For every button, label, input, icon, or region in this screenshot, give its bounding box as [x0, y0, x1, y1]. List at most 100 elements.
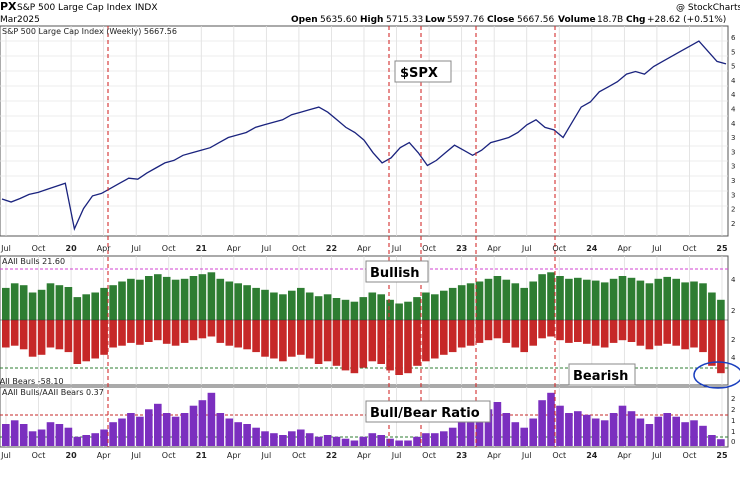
bears-extreme-highlight	[693, 361, 740, 389]
bull-bar	[100, 287, 108, 320]
price-x-tick: 24	[586, 244, 598, 253]
bull-bar	[2, 287, 10, 320]
ratio-bar	[386, 438, 394, 446]
bull-bar	[359, 297, 368, 320]
price-x-tick: 21	[196, 244, 208, 253]
bear-bar	[2, 320, 10, 348]
bear-bar	[64, 320, 73, 353]
chart-header: PX S&P 500 Large Cap Index INDX Mar2025 …	[0, 0, 740, 25]
ratio-bar	[663, 413, 671, 446]
ratio-bar	[189, 405, 198, 446]
bull-bar	[261, 289, 269, 321]
price-x-tick: Oct	[683, 244, 697, 253]
price-x-tick: 25	[716, 244, 728, 253]
right-y-axes: 6 5 5 4 4 4 4 3 3 3 3 3 2 2 4 2 2 4 2 2 1 1 0	[731, 34, 736, 446]
ratio-x-tick: Jul	[651, 451, 662, 460]
price-y-tick: 3	[731, 148, 735, 156]
ratio-bar	[279, 435, 287, 446]
price-x-tick: Oct	[32, 244, 46, 253]
ratio-bar	[708, 435, 716, 446]
ratio-bar	[323, 435, 332, 446]
bull-bar	[466, 283, 475, 320]
bull-bar	[341, 299, 350, 320]
bear-bar	[484, 320, 493, 341]
bear-bar	[350, 320, 359, 374]
sentiment-y-tick: 4	[731, 276, 736, 284]
bear-bar	[448, 320, 457, 353]
ratio-x-tick: Jul	[521, 451, 532, 460]
bear-bar	[618, 320, 627, 341]
bull-bar	[609, 278, 618, 321]
ratio-bar	[225, 418, 234, 446]
bear-bar	[466, 320, 475, 346]
ratio-bar	[46, 422, 55, 446]
price-x-tick: Oct	[552, 244, 566, 253]
ratio-bar	[19, 424, 28, 446]
bull-bar	[171, 279, 180, 320]
sentiment-y-tick: 2	[731, 307, 735, 315]
bear-bar	[404, 320, 412, 374]
bear-bar	[574, 320, 582, 342]
bull-bar	[162, 276, 171, 320]
ratio-x-tick: Oct	[162, 451, 176, 460]
ratio-bar	[609, 413, 618, 446]
ratio-x-tick: Oct	[552, 451, 566, 460]
bear-bar	[314, 320, 323, 364]
ratio-bar	[600, 420, 609, 446]
ratio-bar	[162, 413, 171, 446]
bull-bar	[395, 303, 403, 320]
ratio-bar	[314, 436, 323, 446]
bull-bar	[145, 276, 153, 320]
ratio-bar	[297, 429, 305, 446]
bear-bar	[395, 320, 403, 375]
bull-bar	[73, 297, 82, 320]
bear-bar	[261, 320, 269, 357]
price-y-tick: 5	[731, 63, 735, 71]
bear-bar	[341, 320, 350, 371]
ratio-bar	[198, 400, 207, 446]
bear-bar	[654, 320, 663, 346]
price-x-axis: Jul Oct 20 Apr Jul Oct 21 Apr Jul Oct 22 Apr Jul Oct 2…	[0, 244, 728, 253]
bull-bar	[538, 274, 546, 320]
bull-bar	[681, 282, 689, 320]
bear-bar	[359, 320, 368, 368]
bear-bar	[73, 320, 82, 364]
ratio-bar	[261, 431, 269, 446]
ratio-x-tick: Oct	[683, 451, 697, 460]
bull-bar	[457, 285, 466, 320]
bear-bar	[520, 320, 528, 353]
bull-bar	[708, 292, 716, 320]
ratio-bar	[288, 431, 296, 446]
bear-bar	[46, 320, 55, 348]
price-y-tick: 5	[731, 48, 735, 56]
bear-bar	[663, 320, 671, 344]
close-value: 5667.56	[517, 15, 554, 25]
bear-bar	[100, 320, 108, 355]
bear-bar	[243, 320, 251, 350]
bull-bar	[207, 272, 216, 320]
bear-bar	[234, 320, 242, 348]
ratio-bar	[10, 420, 19, 446]
bull-bar	[422, 292, 430, 320]
bear-bar	[19, 320, 28, 350]
bull-bar	[690, 281, 698, 320]
high-label: High	[360, 15, 383, 25]
bull-bar	[350, 301, 359, 320]
bear-bar	[118, 320, 126, 346]
ratio-x-tick: Jul	[130, 451, 141, 460]
price-x-tick: Jul	[651, 244, 662, 253]
bear-bar	[708, 320, 716, 366]
volume-value: 18.7B	[597, 15, 623, 25]
price-x-tick: 22	[326, 244, 337, 253]
bull-bar	[529, 281, 537, 320]
ratio-bar	[627, 411, 636, 446]
ratio-bar	[350, 440, 359, 446]
ratio-bar	[493, 402, 502, 446]
bull-bar	[109, 285, 117, 320]
open-label: Open	[291, 15, 318, 25]
ratio-bar	[502, 413, 511, 446]
bear-bar	[55, 320, 64, 350]
low-value: 5597.76	[447, 15, 484, 25]
